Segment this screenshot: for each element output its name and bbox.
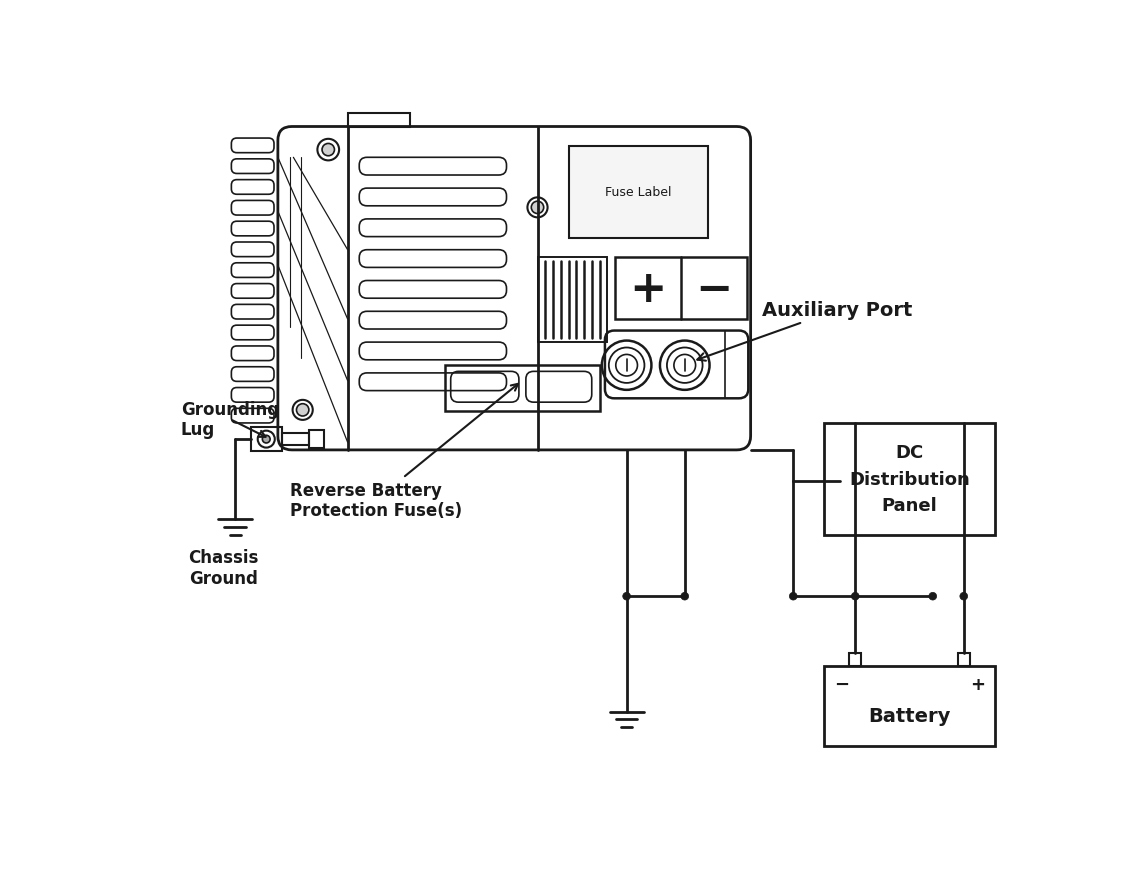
Circle shape: [531, 202, 544, 215]
Bar: [445, 366, 600, 412]
Text: Battery: Battery: [868, 706, 950, 725]
Bar: [569, 147, 708, 239]
Circle shape: [959, 593, 967, 600]
Text: +: +: [971, 675, 986, 693]
Bar: [308, 430, 324, 449]
Text: Reverse Battery
Protection Fuse(s): Reverse Battery Protection Fuse(s): [289, 384, 518, 520]
Text: Chassis
Ground: Chassis Ground: [189, 549, 258, 587]
Text: +: +: [629, 268, 666, 310]
Circle shape: [790, 593, 797, 600]
Bar: [537, 258, 608, 342]
Bar: [347, 114, 410, 128]
Text: −: −: [834, 675, 849, 693]
Bar: [282, 434, 308, 446]
Bar: [250, 428, 282, 452]
Text: DC
Distribution
Panel: DC Distribution Panel: [849, 444, 970, 514]
Circle shape: [322, 144, 335, 156]
Text: −: −: [695, 268, 732, 310]
Bar: [824, 666, 995, 746]
Circle shape: [622, 593, 630, 600]
Bar: [615, 258, 747, 320]
Text: Auxiliary Port: Auxiliary Port: [698, 301, 913, 362]
Circle shape: [263, 435, 270, 443]
Bar: [824, 423, 995, 535]
Text: Fuse Label: Fuse Label: [605, 186, 671, 199]
Text: Grounding
Lug: Grounding Lug: [181, 401, 279, 439]
Circle shape: [929, 593, 937, 600]
Circle shape: [851, 593, 859, 600]
Bar: [849, 653, 861, 666]
Bar: [957, 653, 970, 666]
Circle shape: [297, 404, 308, 416]
Circle shape: [681, 593, 688, 600]
